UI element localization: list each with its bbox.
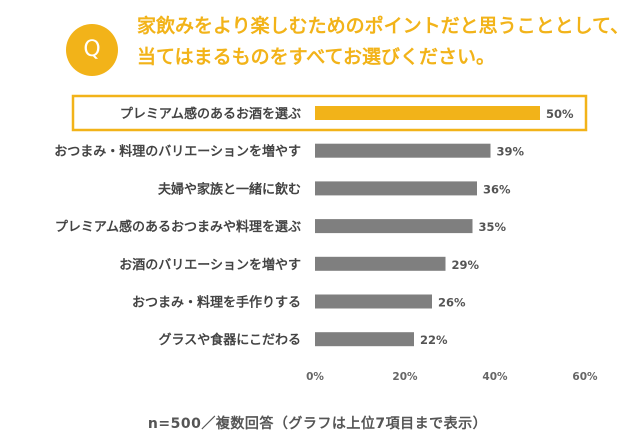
bar	[315, 332, 414, 347]
bar	[315, 106, 540, 120]
value-label: 22%	[420, 333, 448, 347]
category-label: おつまみ・料理のバリエーションを増やす	[54, 144, 301, 160]
value-label: 26%	[438, 296, 466, 310]
value-label: 50%	[546, 107, 574, 121]
category-label: お酒のバリエーションを増やす	[119, 257, 301, 273]
x-tick-label: 40%	[482, 371, 508, 383]
category-label: プレミアム感のあるおつまみや料理を選ぶ	[55, 219, 301, 235]
value-label: 36%	[483, 182, 511, 196]
x-tick-label: 60%	[572, 371, 598, 383]
q-badge: Q	[66, 24, 118, 76]
x-tick-label: 0%	[306, 371, 324, 383]
category-label: おつまみ・料理を手作りする	[132, 295, 301, 311]
value-label: 35%	[479, 220, 507, 234]
bar	[315, 143, 491, 158]
bar	[315, 219, 473, 234]
category-label: プレミアム感のあるお酒を選ぶ	[120, 106, 301, 122]
value-label: 29%	[452, 258, 480, 272]
x-tick-label: 20%	[392, 371, 418, 383]
bar	[315, 294, 432, 309]
footnote: n=500／複数回答（グラフは上位7項目まで表示）	[147, 416, 488, 432]
value-label: 39%	[497, 145, 525, 159]
category-label: 夫婦や家族と一緒に飲む	[158, 181, 301, 197]
bar	[315, 181, 477, 196]
question-line-1: 家飲みをより楽しむためのポイントだと思うこととして、	[137, 15, 630, 37]
highlight-frame	[71, 94, 588, 132]
category-label: グラスや食器にこだわる	[159, 332, 301, 348]
question-text: 家飲みをより楽しむためのポイントだと思うこととして、 当てはまるものをすべてお選…	[137, 11, 632, 73]
question-line-2: 当てはまるものをすべてお選びください。	[137, 46, 495, 68]
bar	[315, 256, 446, 271]
